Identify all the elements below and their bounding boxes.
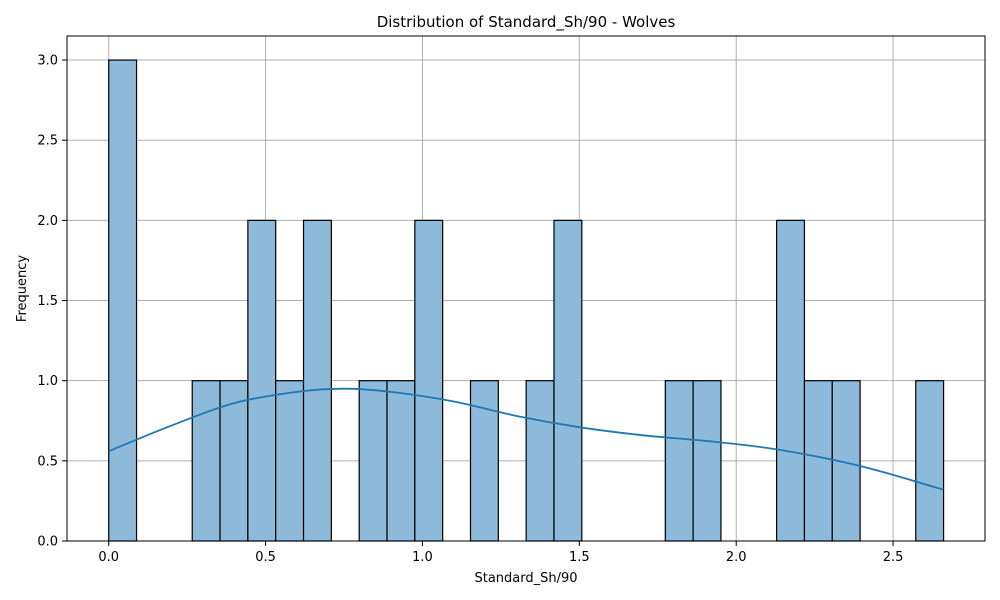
x-tick-label: 1.0 [412,550,433,565]
y-tick-label: 0.5 [37,454,58,469]
histogram-bar [275,380,305,542]
y-tick-label: 1.0 [37,374,58,389]
histogram-bar [664,380,694,542]
x-tick-label: 0.0 [98,550,119,565]
plot-frame [66,35,986,542]
y-tick-label: 2.0 [37,214,58,229]
histogram-bar [692,380,722,542]
x-axis-title: Standard_Sh/90 [474,571,577,586]
x-tick-label: 2.5 [883,550,904,565]
x-axis-ticks: 0.0 0.5 1.0 1.5 2.0 2.5 [98,541,903,565]
histogram-bar [414,219,444,542]
histogram-bars [108,59,945,542]
histogram-bar [803,380,833,542]
y-tick-label: 3.0 [37,54,58,69]
y-tick-label: 1.5 [37,294,58,309]
y-tick-label: 0.0 [37,535,58,550]
histogram-bar [191,380,221,542]
histogram-bar [386,380,416,542]
histogram-bar [247,219,277,542]
histogram-bar [469,380,499,542]
x-tick-label: 2.0 [726,550,747,565]
y-axis-ticks: 0.0 0.5 1.0 1.5 2.0 2.5 3.0 [37,54,67,550]
kde-curve [108,387,944,491]
histogram-bar [108,59,138,542]
histogram-bar [553,219,583,542]
histogram-bar [915,380,945,542]
chart-title: Distribution of Standard_Sh/90 - Wolves [377,13,676,32]
x-tick-label: 0.5 [255,550,276,565]
histogram-bar [776,219,806,542]
histogram-bar [219,380,249,542]
histogram-bar [358,380,388,542]
histogram-bar [302,219,332,542]
y-tick-label: 2.5 [37,134,58,149]
x-tick-label: 1.5 [569,550,590,565]
histogram-bar [525,380,555,542]
y-axis-title: Frequency [15,255,30,322]
